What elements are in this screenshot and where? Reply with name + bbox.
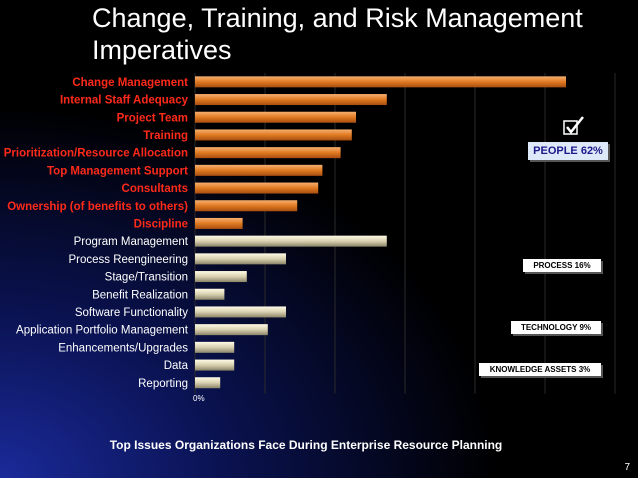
chart-caption: Top Issues Organizations Face During Ent… <box>109 438 503 452</box>
bar <box>195 217 243 229</box>
category-label: Process Reengineering <box>68 254 188 266</box>
bar <box>195 182 319 194</box>
bar <box>195 271 247 283</box>
page-number: 7 <box>624 462 630 473</box>
bar <box>195 200 298 212</box>
bar <box>195 129 352 141</box>
knowledge-group-label: KNOWLEDGE ASSETS 3% <box>479 363 601 376</box>
people-group-label: PEOPLE 62% <box>528 142 608 160</box>
bar <box>195 76 566 88</box>
bar <box>195 324 268 336</box>
bar <box>195 164 323 176</box>
bar <box>195 359 235 371</box>
category-label: Top Management Support <box>47 165 188 177</box>
category-label: Software Functionality <box>75 307 188 319</box>
category-label: Change Management <box>72 77 188 89</box>
slide-title: Change, Training, and Risk Management Im… <box>92 3 583 65</box>
checkmark-icon <box>563 116 584 135</box>
bar <box>195 147 341 159</box>
category-label: Application Portfolio Management <box>16 325 189 337</box>
category-label: Project Team <box>117 112 188 124</box>
process-group-label: PROCESS 16% <box>523 259 601 272</box>
bar <box>195 306 286 318</box>
category-label: Program Management <box>74 236 189 248</box>
bar <box>195 235 387 247</box>
category-label: Reporting <box>138 378 188 390</box>
category-label: Data <box>164 360 189 372</box>
category-label: Benefit Realization <box>92 289 188 301</box>
x-tick-label: 0% <box>193 394 205 403</box>
category-label: Internal Staff Adequacy <box>60 95 189 107</box>
category-label: Training <box>143 130 188 142</box>
gridlines <box>194 73 616 394</box>
bar <box>195 341 235 353</box>
technology-group-label: TECHNOLOGY 9% <box>511 321 601 334</box>
category-label: Consultants <box>122 183 188 195</box>
category-label: Prioritization/Resource Allocation <box>4 148 188 160</box>
bar <box>195 253 286 265</box>
bars <box>195 76 566 389</box>
category-label: Discipline <box>134 218 188 230</box>
category-labels: Change Management Internal Staff Adequacy… <box>4 77 189 390</box>
bar <box>195 377 221 389</box>
bar <box>195 94 387 106</box>
bar <box>195 111 356 123</box>
category-label: Ownership (of benefits to others) <box>7 201 188 213</box>
bar <box>195 288 225 300</box>
category-label: Stage/Transition <box>105 272 188 284</box>
category-label: Enhancements/Upgrades <box>58 342 188 354</box>
